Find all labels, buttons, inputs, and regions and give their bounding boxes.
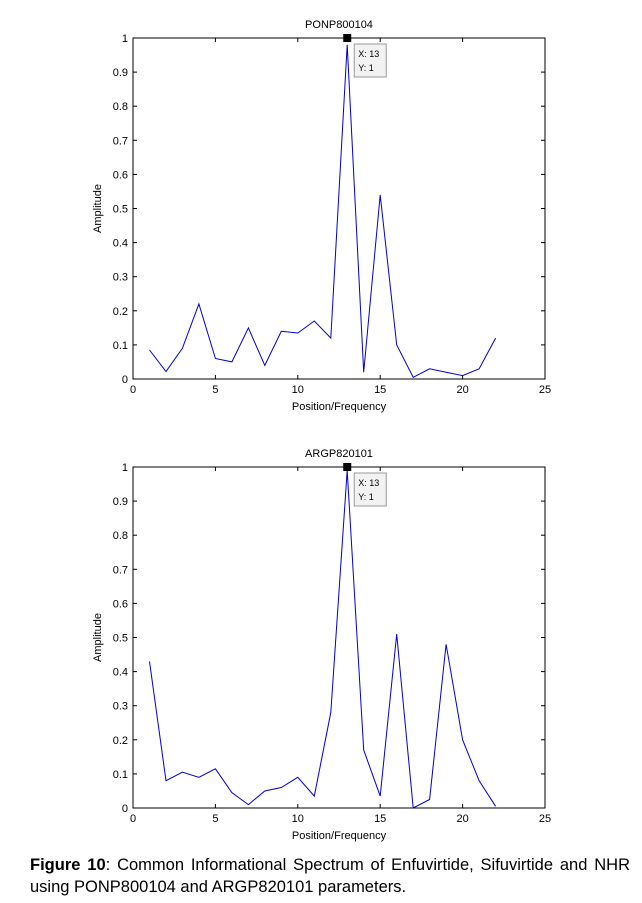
y-tick-label: 0.8 — [113, 530, 128, 542]
x-tick-label: 15 — [374, 384, 386, 396]
y-tick-label: 0.7 — [113, 564, 128, 576]
y-tick-label: 0.1 — [113, 340, 128, 352]
y-tick-label: 0.9 — [113, 67, 128, 79]
y-axis-label: Amplitude — [92, 613, 104, 662]
y-tick-label: 0.5 — [113, 204, 128, 216]
y-tick-label: 0.2 — [113, 735, 128, 747]
y-tick-label: 0 — [122, 374, 128, 386]
y-tick-label: 0.5 — [113, 633, 128, 645]
datatip-x: X: 13 — [358, 49, 379, 59]
y-tick-label: 0.4 — [113, 667, 128, 679]
chart-2: ARGP820101 0 5 10 15 20 25 0 0.1 0.2 0.3 0.4 0.5 0.6 0… — [92, 448, 551, 842]
y-tick-label: 0.8 — [113, 101, 128, 113]
x-tick-label: 0 — [130, 813, 136, 825]
y-tick-label: 1 — [122, 462, 128, 474]
y-tick-label: 0.9 — [113, 496, 128, 508]
figure-caption: Figure 10: Common Informational Spectrum… — [30, 854, 630, 898]
datatip-y: Y: 1 — [358, 492, 374, 502]
series-line-1 — [149, 470, 497, 809]
datatip-box — [353, 472, 387, 507]
y-tick-label: 0.3 — [113, 701, 128, 713]
x-tick-label: 10 — [292, 384, 304, 396]
y-tick-label: 0.4 — [113, 238, 128, 250]
datatip-x: X: 13 — [358, 478, 379, 488]
plot-area — [132, 37, 546, 380]
datatip-y: Y: 1 — [358, 63, 374, 73]
caption-text: : Common Informational Spectrum of Enfuv… — [30, 856, 630, 896]
x-tick-label: 5 — [212, 384, 218, 396]
x-tick-label: 20 — [456, 813, 468, 825]
y-axis-label: Amplitude — [92, 184, 104, 233]
datatip-marker — [343, 463, 352, 471]
y-tick-label: 0.3 — [113, 272, 128, 284]
x-axis-label: Position/Frequency — [292, 401, 387, 413]
x-tick-label: 10 — [292, 813, 304, 825]
x-tick-label: 0 — [130, 384, 136, 396]
x-tick-label: 25 — [539, 813, 551, 825]
y-tick-label: 0.1 — [113, 769, 128, 781]
chart-title: PONP800104 — [305, 19, 373, 31]
datatip: X: 13 Y: 1 — [353, 43, 387, 78]
x-tick-label: 25 — [539, 384, 551, 396]
chart-1: PONP800104 0 5 10 15 20 25 0 0.1 0.2 0.3 0.4 0.5 0.6 0… — [92, 19, 551, 413]
series-line-1 — [149, 44, 497, 378]
x-axis-label: Position/Frequency — [292, 830, 387, 842]
datatip: X: 13 Y: 1 — [353, 472, 387, 507]
y-tick-label: 0.2 — [113, 306, 128, 318]
chart-title: ARGP820101 — [305, 448, 373, 460]
y-tick-label: 0.6 — [113, 598, 128, 610]
y-tick-label: 0.6 — [113, 169, 128, 181]
y-tick-label: 0 — [122, 803, 128, 815]
x-tick-label: 15 — [374, 813, 386, 825]
datatip-marker — [343, 34, 352, 42]
datatip-box — [353, 43, 387, 78]
x-tick-label: 20 — [456, 384, 468, 396]
y-tick-label: 0.7 — [113, 135, 128, 147]
plot-area — [132, 466, 546, 809]
caption-label: Figure 10 — [30, 856, 106, 874]
y-tick-label: 1 — [122, 33, 128, 45]
x-tick-label: 5 — [212, 813, 218, 825]
